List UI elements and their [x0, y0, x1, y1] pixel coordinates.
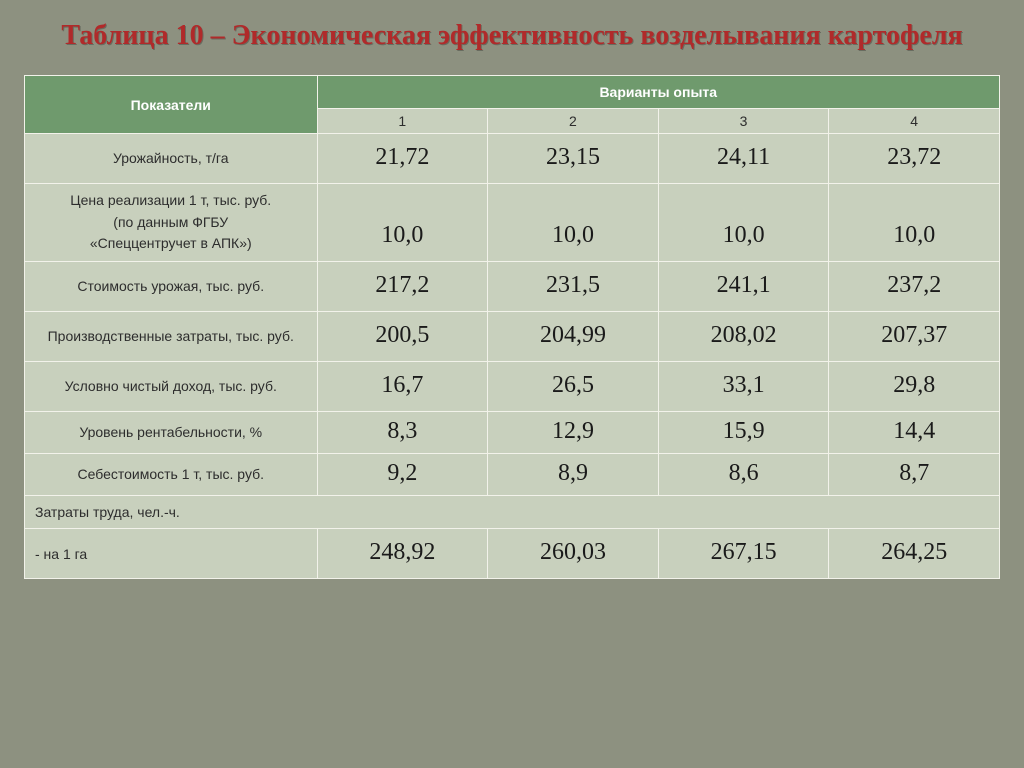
table-row: Условно чистый доход, тыс. руб.16,726,53…: [25, 362, 1000, 412]
cell-value: 24,11: [658, 134, 829, 184]
cell-value: 204,99: [488, 312, 659, 362]
section-label: Затраты труда, чел.-ч.: [25, 496, 1000, 529]
cell-value: 10,0: [317, 184, 488, 262]
slide: Таблица 10 – Экономическая эффективность…: [0, 0, 1024, 768]
table-row: Стоимость урожая, тыс. руб.217,2231,5241…: [25, 262, 1000, 312]
row-label: Цена реализации 1 т, тыс. руб.(по данным…: [25, 184, 318, 262]
header-variants: Варианты опыта: [317, 76, 1000, 109]
cell-value: 10,0: [658, 184, 829, 262]
cell-value: 264,25: [829, 529, 1000, 579]
cell-value: 267,15: [658, 529, 829, 579]
cell-value: 207,37: [829, 312, 1000, 362]
table-row: Цена реализации 1 т, тыс. руб.(по данным…: [25, 184, 1000, 262]
cell-value: 260,03: [488, 529, 659, 579]
cell-value: 200,5: [317, 312, 488, 362]
row-label: - на 1 га: [25, 529, 318, 579]
table-row: Себестоимость 1 т, тыс. руб.9,28,98,68,7: [25, 454, 1000, 496]
cell-value: 8,7: [829, 454, 1000, 496]
cell-value: 8,6: [658, 454, 829, 496]
cell-value: 8,9: [488, 454, 659, 496]
cell-value: 12,9: [488, 412, 659, 454]
cell-value: 208,02: [658, 312, 829, 362]
cell-value: 10,0: [829, 184, 1000, 262]
cell-value: 16,7: [317, 362, 488, 412]
row-label: Уровень рентабельности, %: [25, 412, 318, 454]
cell-value: 8,3: [317, 412, 488, 454]
cell-value: 9,2: [317, 454, 488, 496]
table-row: Производственные затраты, тыс. руб.200,5…: [25, 312, 1000, 362]
row-label: Стоимость урожая, тыс. руб.: [25, 262, 318, 312]
cell-value: 237,2: [829, 262, 1000, 312]
cell-value: 33,1: [658, 362, 829, 412]
cell-value: 10,0: [488, 184, 659, 262]
row-label: Себестоимость 1 т, тыс. руб.: [25, 454, 318, 496]
slide-title: Таблица 10 – Экономическая эффективность…: [24, 18, 1000, 53]
table-row: Урожайность, т/га21,7223,1524,1123,72: [25, 134, 1000, 184]
table-row: Уровень рентабельности, %8,312,915,914,4: [25, 412, 1000, 454]
cell-value: 21,72: [317, 134, 488, 184]
cell-value: 241,1: [658, 262, 829, 312]
cell-value: 14,4: [829, 412, 1000, 454]
row-label: Урожайность, т/га: [25, 134, 318, 184]
header-col-3: 3: [658, 109, 829, 134]
header-col-1: 1: [317, 109, 488, 134]
header-col-4: 4: [829, 109, 1000, 134]
table-body: Урожайность, т/га21,7223,1524,1123,72Цен…: [25, 134, 1000, 579]
cell-value: 23,15: [488, 134, 659, 184]
cell-value: 23,72: [829, 134, 1000, 184]
cell-value: 26,5: [488, 362, 659, 412]
economics-table: Показатели Варианты опыта 1 2 3 4 Урожай…: [24, 75, 1000, 579]
cell-value: 29,8: [829, 362, 1000, 412]
cell-value: 231,5: [488, 262, 659, 312]
section-row: Затраты труда, чел.-ч.: [25, 496, 1000, 529]
row-label: Производственные затраты, тыс. руб.: [25, 312, 318, 362]
cell-value: 248,92: [317, 529, 488, 579]
table-row: - на 1 га248,92260,03267,15264,25: [25, 529, 1000, 579]
row-label: Условно чистый доход, тыс. руб.: [25, 362, 318, 412]
cell-value: 217,2: [317, 262, 488, 312]
header-col-2: 2: [488, 109, 659, 134]
cell-value: 15,9: [658, 412, 829, 454]
header-indicators: Показатели: [25, 76, 318, 134]
